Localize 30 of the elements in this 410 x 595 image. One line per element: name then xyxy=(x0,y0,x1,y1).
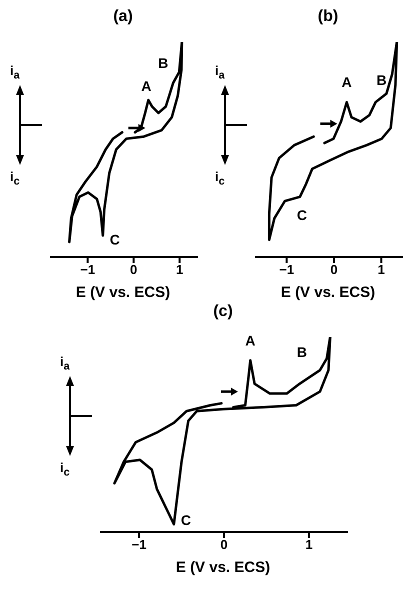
annotation: A xyxy=(342,74,352,90)
annotation: C xyxy=(110,231,120,248)
annotation: B xyxy=(376,72,387,88)
chart-title: (b) xyxy=(316,8,340,27)
x-tick-label: −1 xyxy=(279,262,294,278)
x-tick-label: 1 xyxy=(176,262,184,278)
x-tick-label: 0 xyxy=(130,262,138,278)
annotation: A xyxy=(141,78,152,94)
text: i$_{c}$ xyxy=(60,460,70,479)
x-tick-label: −1 xyxy=(132,537,146,552)
text: i$_{a}$ xyxy=(10,63,20,82)
annotation: B xyxy=(296,344,308,360)
x-tick-label: −1 xyxy=(80,262,96,278)
chart-title: (a) xyxy=(112,8,134,27)
text: i$_{c}$ xyxy=(10,169,20,188)
annotation: C xyxy=(180,512,191,528)
annotation: A xyxy=(245,332,256,348)
x-tick-label: 0 xyxy=(330,262,338,278)
x-tick-label: 1 xyxy=(378,262,385,278)
x-tick-label: 0 xyxy=(220,537,228,552)
x-axis-title: E (V vs. ECS) xyxy=(280,284,376,301)
annotation: B xyxy=(158,54,168,71)
x-axis-title: E (V vs. ECS) xyxy=(74,284,172,301)
chart-title: (c) xyxy=(212,303,234,322)
annotation: C xyxy=(296,206,307,223)
x-axis-title: E (V vs. ECS) xyxy=(174,559,272,576)
text: i$_{a}$ xyxy=(215,63,225,82)
x-tick-label: 1 xyxy=(305,537,313,552)
text: i$_{a}$ xyxy=(60,354,70,373)
text: i$_{c}$ xyxy=(215,169,225,188)
